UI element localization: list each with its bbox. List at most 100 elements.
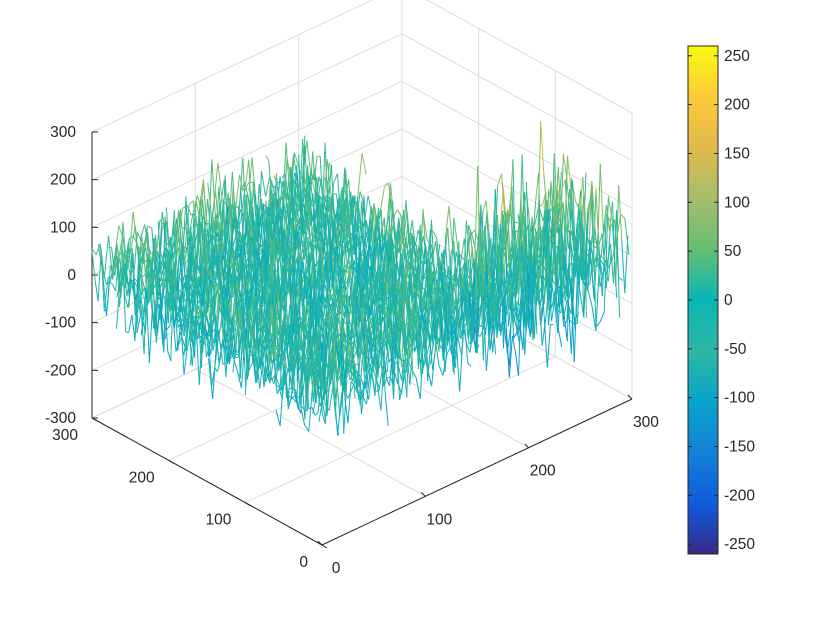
mesh-segment (243, 268, 248, 311)
mesh-segment (545, 284, 550, 311)
mesh-segment (183, 283, 188, 332)
mesh-segment (169, 285, 174, 293)
mesh-segment (218, 232, 223, 265)
mesh-segment (253, 301, 258, 338)
mesh-segment (293, 231, 298, 254)
mesh-segment (190, 243, 195, 249)
mesh-segment (133, 280, 138, 288)
mesh-segment (242, 183, 247, 192)
mesh-segment (179, 254, 184, 288)
mesh-segment (452, 297, 457, 336)
mesh-segment (271, 233, 275, 240)
mesh-segment (182, 196, 187, 255)
mesh-segment (407, 260, 412, 314)
mesh-segment (249, 272, 254, 300)
mesh-segment (427, 344, 432, 382)
mesh-segment (311, 238, 316, 288)
mesh-segment (437, 264, 442, 282)
mesh-segment (306, 239, 311, 264)
mesh-segment (336, 212, 341, 241)
mesh-segment (359, 267, 364, 278)
mesh-segment (436, 334, 442, 349)
mesh-segment (172, 292, 177, 316)
mesh-segment (281, 371, 286, 396)
mesh-segment (563, 320, 568, 328)
mesh-segment (373, 271, 378, 325)
mesh-segment (125, 331, 129, 334)
mesh-segment (321, 413, 326, 425)
mesh-segment (263, 203, 267, 208)
mesh-segment (341, 282, 346, 290)
mesh-segment (403, 360, 408, 398)
mesh-segment (196, 315, 200, 320)
mesh-segment (532, 201, 537, 242)
mesh-segment (360, 382, 366, 415)
mesh-segment (197, 305, 204, 327)
mesh-segment (325, 195, 330, 199)
mesh-segment (293, 223, 298, 239)
mesh-segment (311, 218, 316, 222)
mesh-segment (313, 288, 318, 327)
mesh-segment (306, 212, 311, 218)
mesh-segment (286, 326, 291, 355)
mesh-segment (314, 202, 319, 222)
mesh-segment (621, 240, 626, 294)
mesh-segment (119, 222, 124, 284)
mesh-segment (237, 206, 242, 282)
mesh-segment (290, 396, 294, 400)
z-tick-label: 200 (50, 172, 76, 189)
mesh-segment (196, 281, 201, 299)
mesh-segment (480, 228, 485, 329)
mesh-segment (344, 305, 349, 335)
mesh-segment (397, 209, 402, 216)
mesh-segment (347, 381, 352, 424)
mesh-segment (362, 301, 367, 337)
mesh-segment (510, 299, 515, 323)
mesh-segment (233, 231, 238, 277)
mesh-segment (97, 250, 102, 302)
mesh-segment (415, 245, 420, 260)
mesh-segment (431, 355, 436, 387)
mesh-segment (353, 361, 359, 381)
mesh-segment (624, 218, 630, 256)
mesh-segment (376, 380, 381, 390)
mesh-segment (208, 338, 213, 387)
x-tick-mark (420, 491, 426, 497)
mesh-segment (140, 287, 145, 295)
mesh-segment (344, 398, 349, 424)
mesh-segment (285, 324, 290, 327)
mesh-segment (280, 268, 285, 278)
mesh-segment (561, 179, 566, 188)
mesh-segment (528, 225, 533, 329)
mesh-segment (128, 248, 133, 297)
mesh-segment (326, 308, 331, 317)
mesh-segment (537, 274, 542, 281)
mesh-segment (417, 339, 422, 377)
mesh-segment (180, 209, 186, 263)
mesh-segment (430, 296, 435, 316)
mesh-segment (591, 304, 597, 331)
mesh-segment (293, 152, 300, 167)
mesh-segment (171, 262, 176, 287)
mesh-segment (325, 389, 330, 394)
mesh-segment (605, 204, 610, 232)
mesh-segment (379, 186, 385, 213)
mesh-segment (403, 247, 408, 261)
mesh-segment (180, 277, 185, 312)
mesh-segment (169, 219, 174, 263)
mesh-segment (303, 335, 308, 356)
mesh-segment (524, 272, 529, 291)
side-wall-grid-line (401, 33, 633, 162)
mesh-segment (271, 262, 276, 304)
mesh-segment (416, 292, 421, 301)
mesh-segment (620, 214, 626, 219)
mesh-segment (453, 241, 458, 314)
mesh-segment (338, 198, 343, 226)
mesh-segment (304, 225, 309, 230)
mesh-segment (199, 179, 204, 201)
mesh-segment (536, 298, 541, 307)
mesh-segment (228, 349, 234, 358)
mesh-segment (111, 247, 116, 276)
mesh-segment (199, 199, 203, 203)
mesh-segment (166, 248, 171, 263)
